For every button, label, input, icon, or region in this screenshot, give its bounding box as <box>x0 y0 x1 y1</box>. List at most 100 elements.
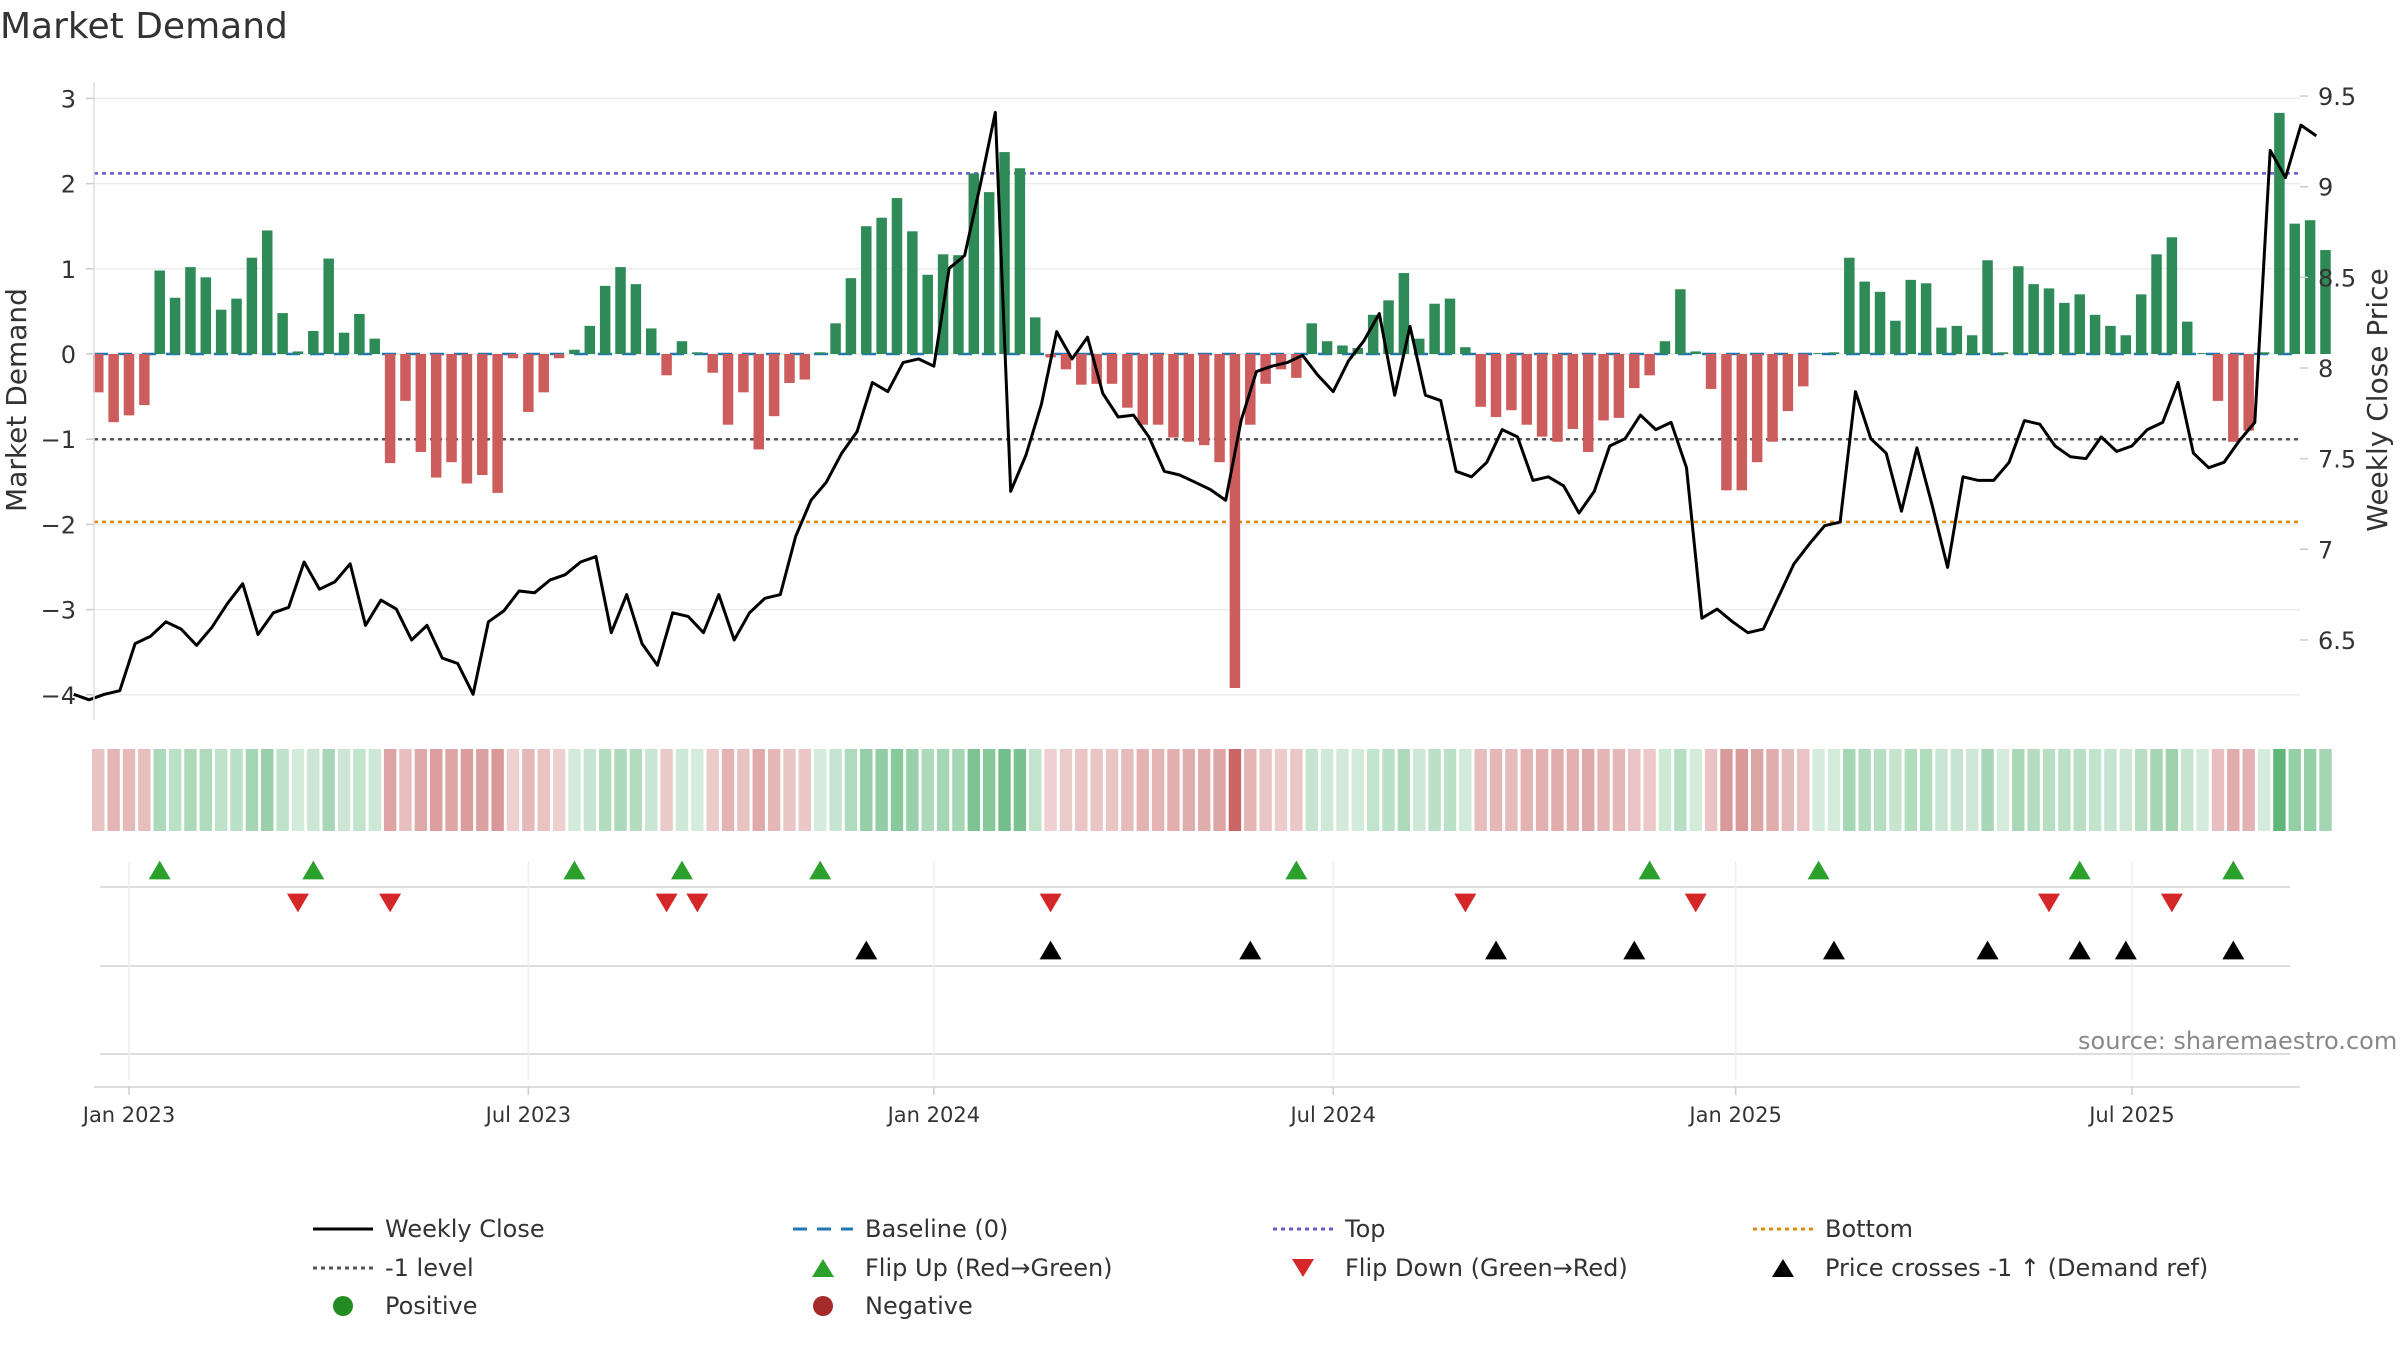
heat-cell <box>2242 749 2255 831</box>
flip-up-marker <box>809 860 832 880</box>
demand-bar <box>722 354 734 425</box>
demand-bar <box>523 354 534 412</box>
heat-cell <box>1858 749 1871 831</box>
flip-up-marker <box>1638 860 1661 880</box>
heat-cell <box>1013 749 1027 831</box>
heat-cell <box>1704 749 1718 831</box>
heat-cell <box>660 749 673 831</box>
demand-bar <box>139 354 150 406</box>
demand-bar <box>1214 354 1225 463</box>
heat-cell <box>1582 749 1595 831</box>
heat-cell <box>430 749 443 831</box>
heat-cell <box>982 749 996 831</box>
heat-cell <box>1090 749 1103 831</box>
demand-bar <box>2074 294 2085 354</box>
heat-cell <box>1413 749 1426 831</box>
demand-bar <box>1690 351 1701 354</box>
heat-cell <box>1535 749 1549 831</box>
demand-heat-strip <box>92 749 2332 831</box>
date-tick-label: Jul 2025 <box>2087 1103 2174 1127</box>
demand-bar <box>876 217 887 354</box>
demand-bar <box>753 354 765 450</box>
demand-bar <box>1613 354 1625 418</box>
heat-cell <box>1274 749 1288 831</box>
y-tick-label-left: −1 <box>41 426 76 454</box>
demand-bar <box>1383 300 1394 354</box>
heat-cell <box>1873 749 1887 831</box>
demand-bar <box>1552 354 1563 442</box>
heat-cell <box>1919 749 1933 831</box>
demand-bar <box>538 354 549 393</box>
date-tick-label: Jan 2023 <box>81 1103 176 1127</box>
demand-bar <box>2166 237 2178 354</box>
heat-cell <box>522 749 535 831</box>
demand-bar <box>1198 354 1210 446</box>
demand-bar <box>1997 352 2009 354</box>
heat-cell <box>322 749 335 831</box>
demand-bar <box>2289 223 2301 354</box>
heat-cell <box>1597 749 1610 831</box>
demand-bar <box>308 330 319 354</box>
demand-bar <box>891 198 903 354</box>
heat-cell <box>614 749 627 831</box>
heat-cell <box>2319 749 2332 831</box>
date-tick-label: Jan 2025 <box>1687 1103 1782 1127</box>
demand-bar <box>1567 354 1579 429</box>
heat-cell <box>1366 749 1380 831</box>
heat-cell <box>1198 749 1211 831</box>
demand-bar <box>1122 354 1133 408</box>
flip-down-marker <box>2160 893 2183 913</box>
legend-symbol-flip-down <box>1292 1259 1314 1277</box>
heat-cell <box>184 749 197 831</box>
heat-cell <box>706 749 719 831</box>
heat-cell <box>936 749 950 831</box>
demand-bar <box>2228 354 2239 442</box>
heat-cell <box>1781 749 1795 831</box>
heat-cell <box>1459 749 1472 831</box>
heat-cell <box>583 749 596 831</box>
heat-cell <box>1336 749 1349 831</box>
demand-bar <box>1905 279 1917 354</box>
heat-cell <box>1797 749 1810 831</box>
demand-bar <box>1229 354 1241 688</box>
demand-bar <box>645 328 657 354</box>
price-cross-marker <box>1239 940 1262 960</box>
demand-bar <box>2181 321 2193 354</box>
heat-cell <box>245 749 259 831</box>
demand-bar <box>2212 354 2224 401</box>
heat-cell <box>230 749 243 831</box>
demand-bar <box>154 270 165 354</box>
heat-cell <box>1320 749 1334 831</box>
demand-bar <box>400 354 411 401</box>
price-cross-marker <box>2114 940 2137 960</box>
flip-up-marker <box>2222 860 2245 880</box>
demand-bar <box>1014 168 1026 354</box>
legend-label: Negative <box>865 1292 973 1320</box>
demand-bar <box>292 351 304 354</box>
heat-cell <box>1244 749 1257 831</box>
heat-cell <box>92 749 105 831</box>
flip-up-marker <box>1285 860 1308 880</box>
demand-bar <box>2059 302 2070 354</box>
heat-cell <box>645 749 658 831</box>
flip-down-marker <box>1684 893 1707 913</box>
demand-bar <box>1644 354 1655 376</box>
demand-bar <box>2304 220 2316 354</box>
demand-bar <box>630 284 642 354</box>
demand-bar <box>1444 298 1456 354</box>
demand-bar <box>2089 314 2101 354</box>
demand-bar <box>553 354 565 359</box>
heat-cell <box>445 749 458 831</box>
heat-cell <box>1750 749 1764 831</box>
heat-cell <box>2257 749 2271 831</box>
heat-cell <box>122 749 136 831</box>
heat-cell <box>952 749 965 831</box>
demand-bar <box>1152 354 1164 425</box>
y-tick-label-left: 3 <box>61 85 76 113</box>
y-tick-label-right: 9.5 <box>2318 83 2356 111</box>
demand-bar <box>983 192 995 354</box>
weekly-close-series <box>73 110 2318 702</box>
y-tick-label-right: 7 <box>2318 536 2333 564</box>
heat-cell <box>1674 749 1687 831</box>
